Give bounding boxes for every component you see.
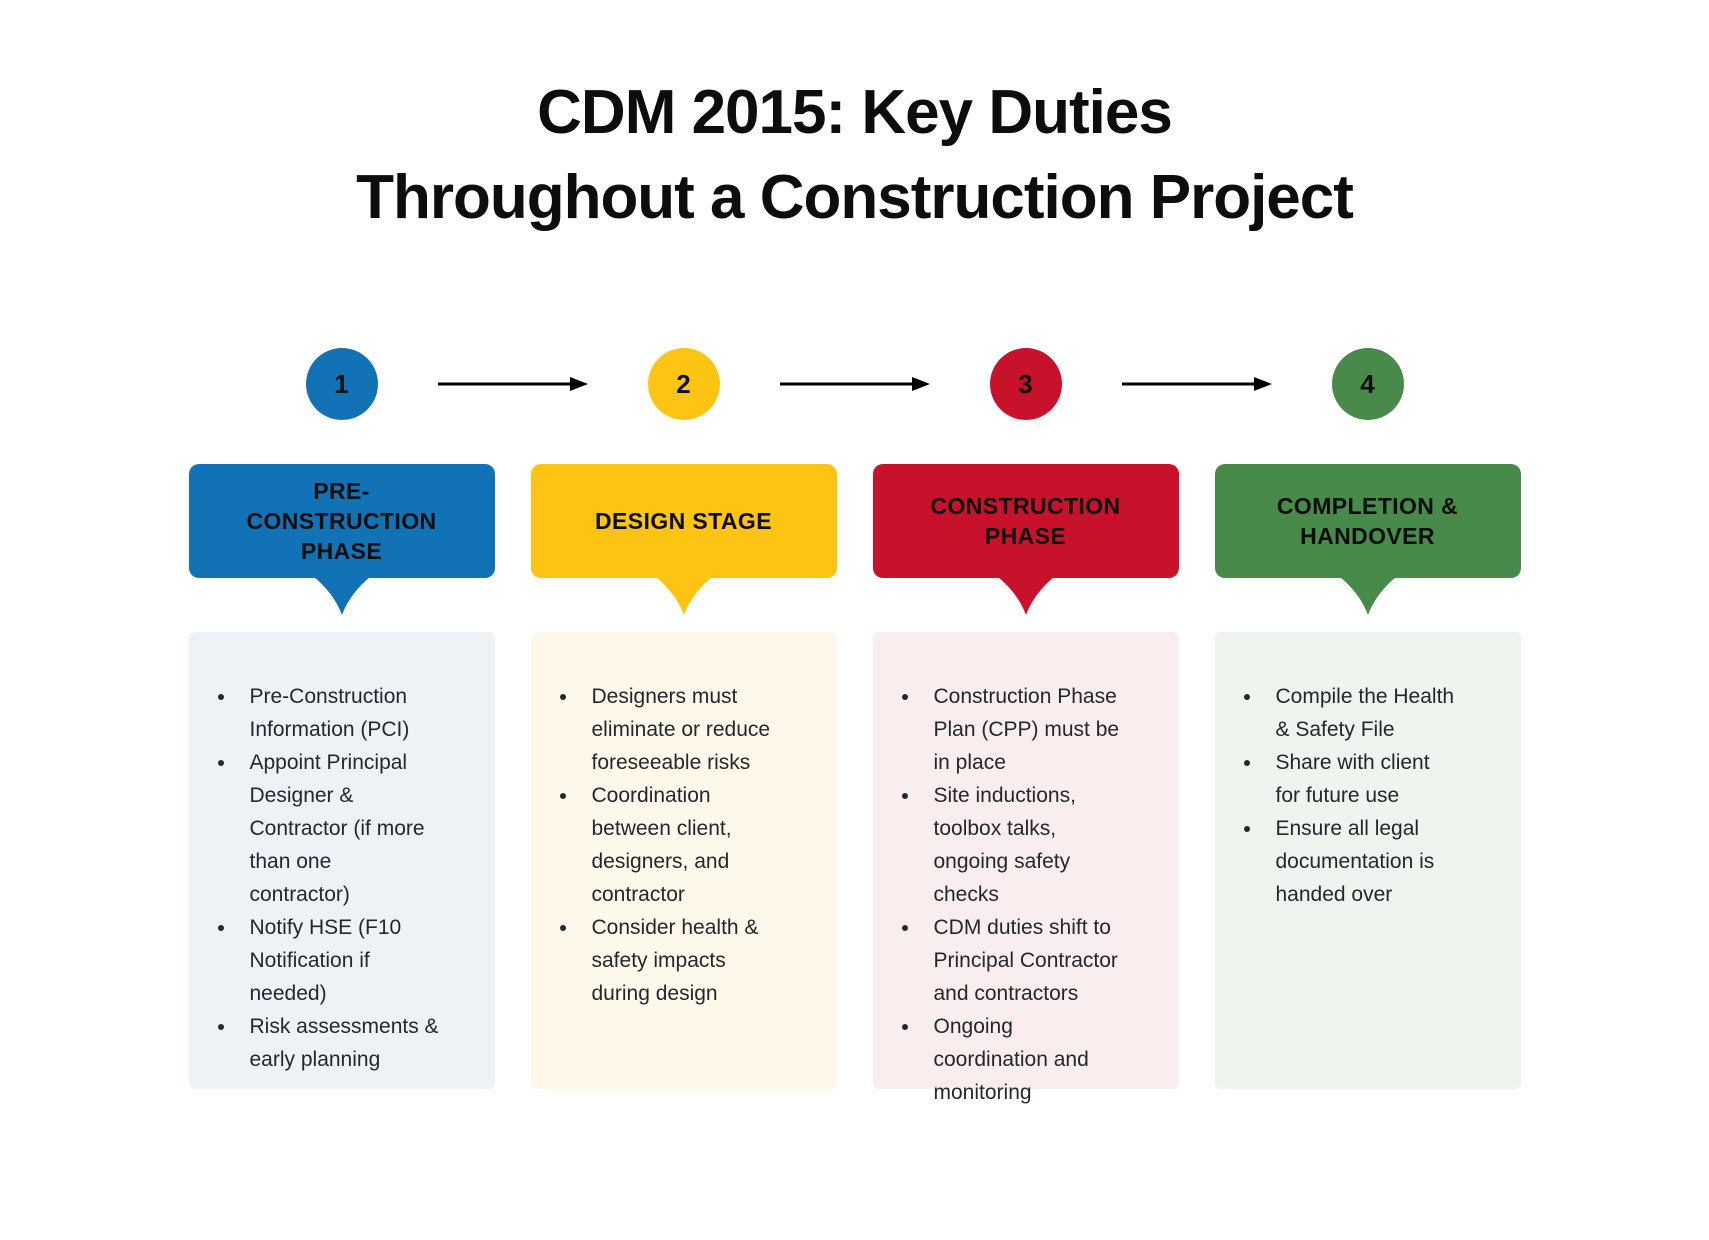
card-completion-handover: Compile the Health & Safety File Share w…	[1214, 632, 1521, 1089]
speech-tail-icon	[655, 577, 712, 615]
bullet-list: Compile the Health & Safety File Share w…	[1215, 680, 1503, 911]
bullet-item: Risk assessments & early planning	[237, 1010, 477, 1076]
page-title-line-2: Throughout a Construction Project	[356, 163, 1354, 232]
bullet-item: Construction Phase Plan (CPP) must be in…	[921, 680, 1161, 779]
bullet-item: Consider health & safety impacts during …	[579, 911, 819, 1010]
phase-header-completion-handover: COMPLETION & HANDOVER	[1214, 464, 1521, 615]
arrow-right-icon	[437, 377, 588, 391]
bullet-item: CDM duties shift to Principal Contractor…	[921, 911, 1161, 1010]
phase-headers: PRE- CONSTRUCTION PHASE DESIGN STAGE CON…	[188, 464, 1521, 615]
page-title-line-1: CDM 2015: Key Duties	[537, 78, 1173, 147]
step-number-3: 3	[1018, 368, 1033, 399]
bullet-item: Ongoing coordination and monitoring	[921, 1010, 1161, 1109]
phase-detail-cards: Pre-Construction Information (PCI) Appoi…	[188, 632, 1521, 1104]
card-pre-construction: Pre-Construction Information (PCI) Appoi…	[188, 632, 495, 1089]
bullet-item: Pre-Construction Information (PCI)	[237, 680, 477, 746]
step-number-4: 4	[1360, 368, 1375, 399]
speech-tail-icon	[313, 577, 370, 615]
bullet-list: Pre-Construction Information (PCI) Appoi…	[189, 680, 477, 1076]
bullet-item: Appoint Principal Designer & Contractor …	[237, 746, 477, 911]
step-number-2: 2	[676, 368, 691, 399]
bullet-item: Site inductions, toolbox talks, ongoing …	[921, 779, 1161, 911]
bullet-item: Compile the Health & Safety File	[1263, 680, 1503, 746]
phase-header-label: PRE- CONSTRUCTION PHASE	[246, 478, 437, 564]
arrow-right-icon	[779, 377, 930, 391]
bullet-item: Ensure all legal documentation is handed…	[1263, 812, 1503, 911]
phase-header-label: CONSTRUCTION PHASE	[930, 493, 1121, 549]
speech-tail-icon	[997, 577, 1054, 615]
page-title: CDM 2015: Key Duties Throughout a Constr…	[0, 0, 1709, 240]
step-sequence: 1 2 3 4	[189, 348, 1521, 420]
bullet-item: Notify HSE (F10 Notification if needed)	[237, 911, 477, 1010]
bullet-item: Share with client for future use	[1263, 746, 1503, 812]
step-circle-1: 1	[305, 348, 378, 420]
phase-header-label: DESIGN STAGE	[595, 508, 772, 534]
step-number-1: 1	[334, 368, 349, 399]
bullet-item: Coordination between client, designers, …	[579, 779, 819, 911]
card-design-stage: Designers must eliminate or reduce fores…	[530, 632, 837, 1089]
bullet-list: Designers must eliminate or reduce fores…	[531, 680, 819, 1010]
phase-header-construction-phase: CONSTRUCTION PHASE	[872, 464, 1179, 615]
bullet-list: Construction Phase Plan (CPP) must be in…	[873, 680, 1161, 1109]
step-circle-3: 3	[989, 348, 1062, 420]
step-circle-2: 2	[647, 348, 720, 420]
speech-tail-icon	[1339, 577, 1396, 615]
phase-header-label: COMPLETION & HANDOVER	[1276, 493, 1459, 549]
bullet-item: Designers must eliminate or reduce fores…	[579, 680, 819, 779]
phase-header-design-stage: DESIGN STAGE	[530, 464, 837, 615]
step-circle-4: 4	[1331, 348, 1404, 420]
arrow-right-icon	[1121, 377, 1272, 391]
phase-header-pre-construction: PRE- CONSTRUCTION PHASE	[188, 464, 495, 615]
card-construction-phase: Construction Phase Plan (CPP) must be in…	[872, 632, 1179, 1104]
